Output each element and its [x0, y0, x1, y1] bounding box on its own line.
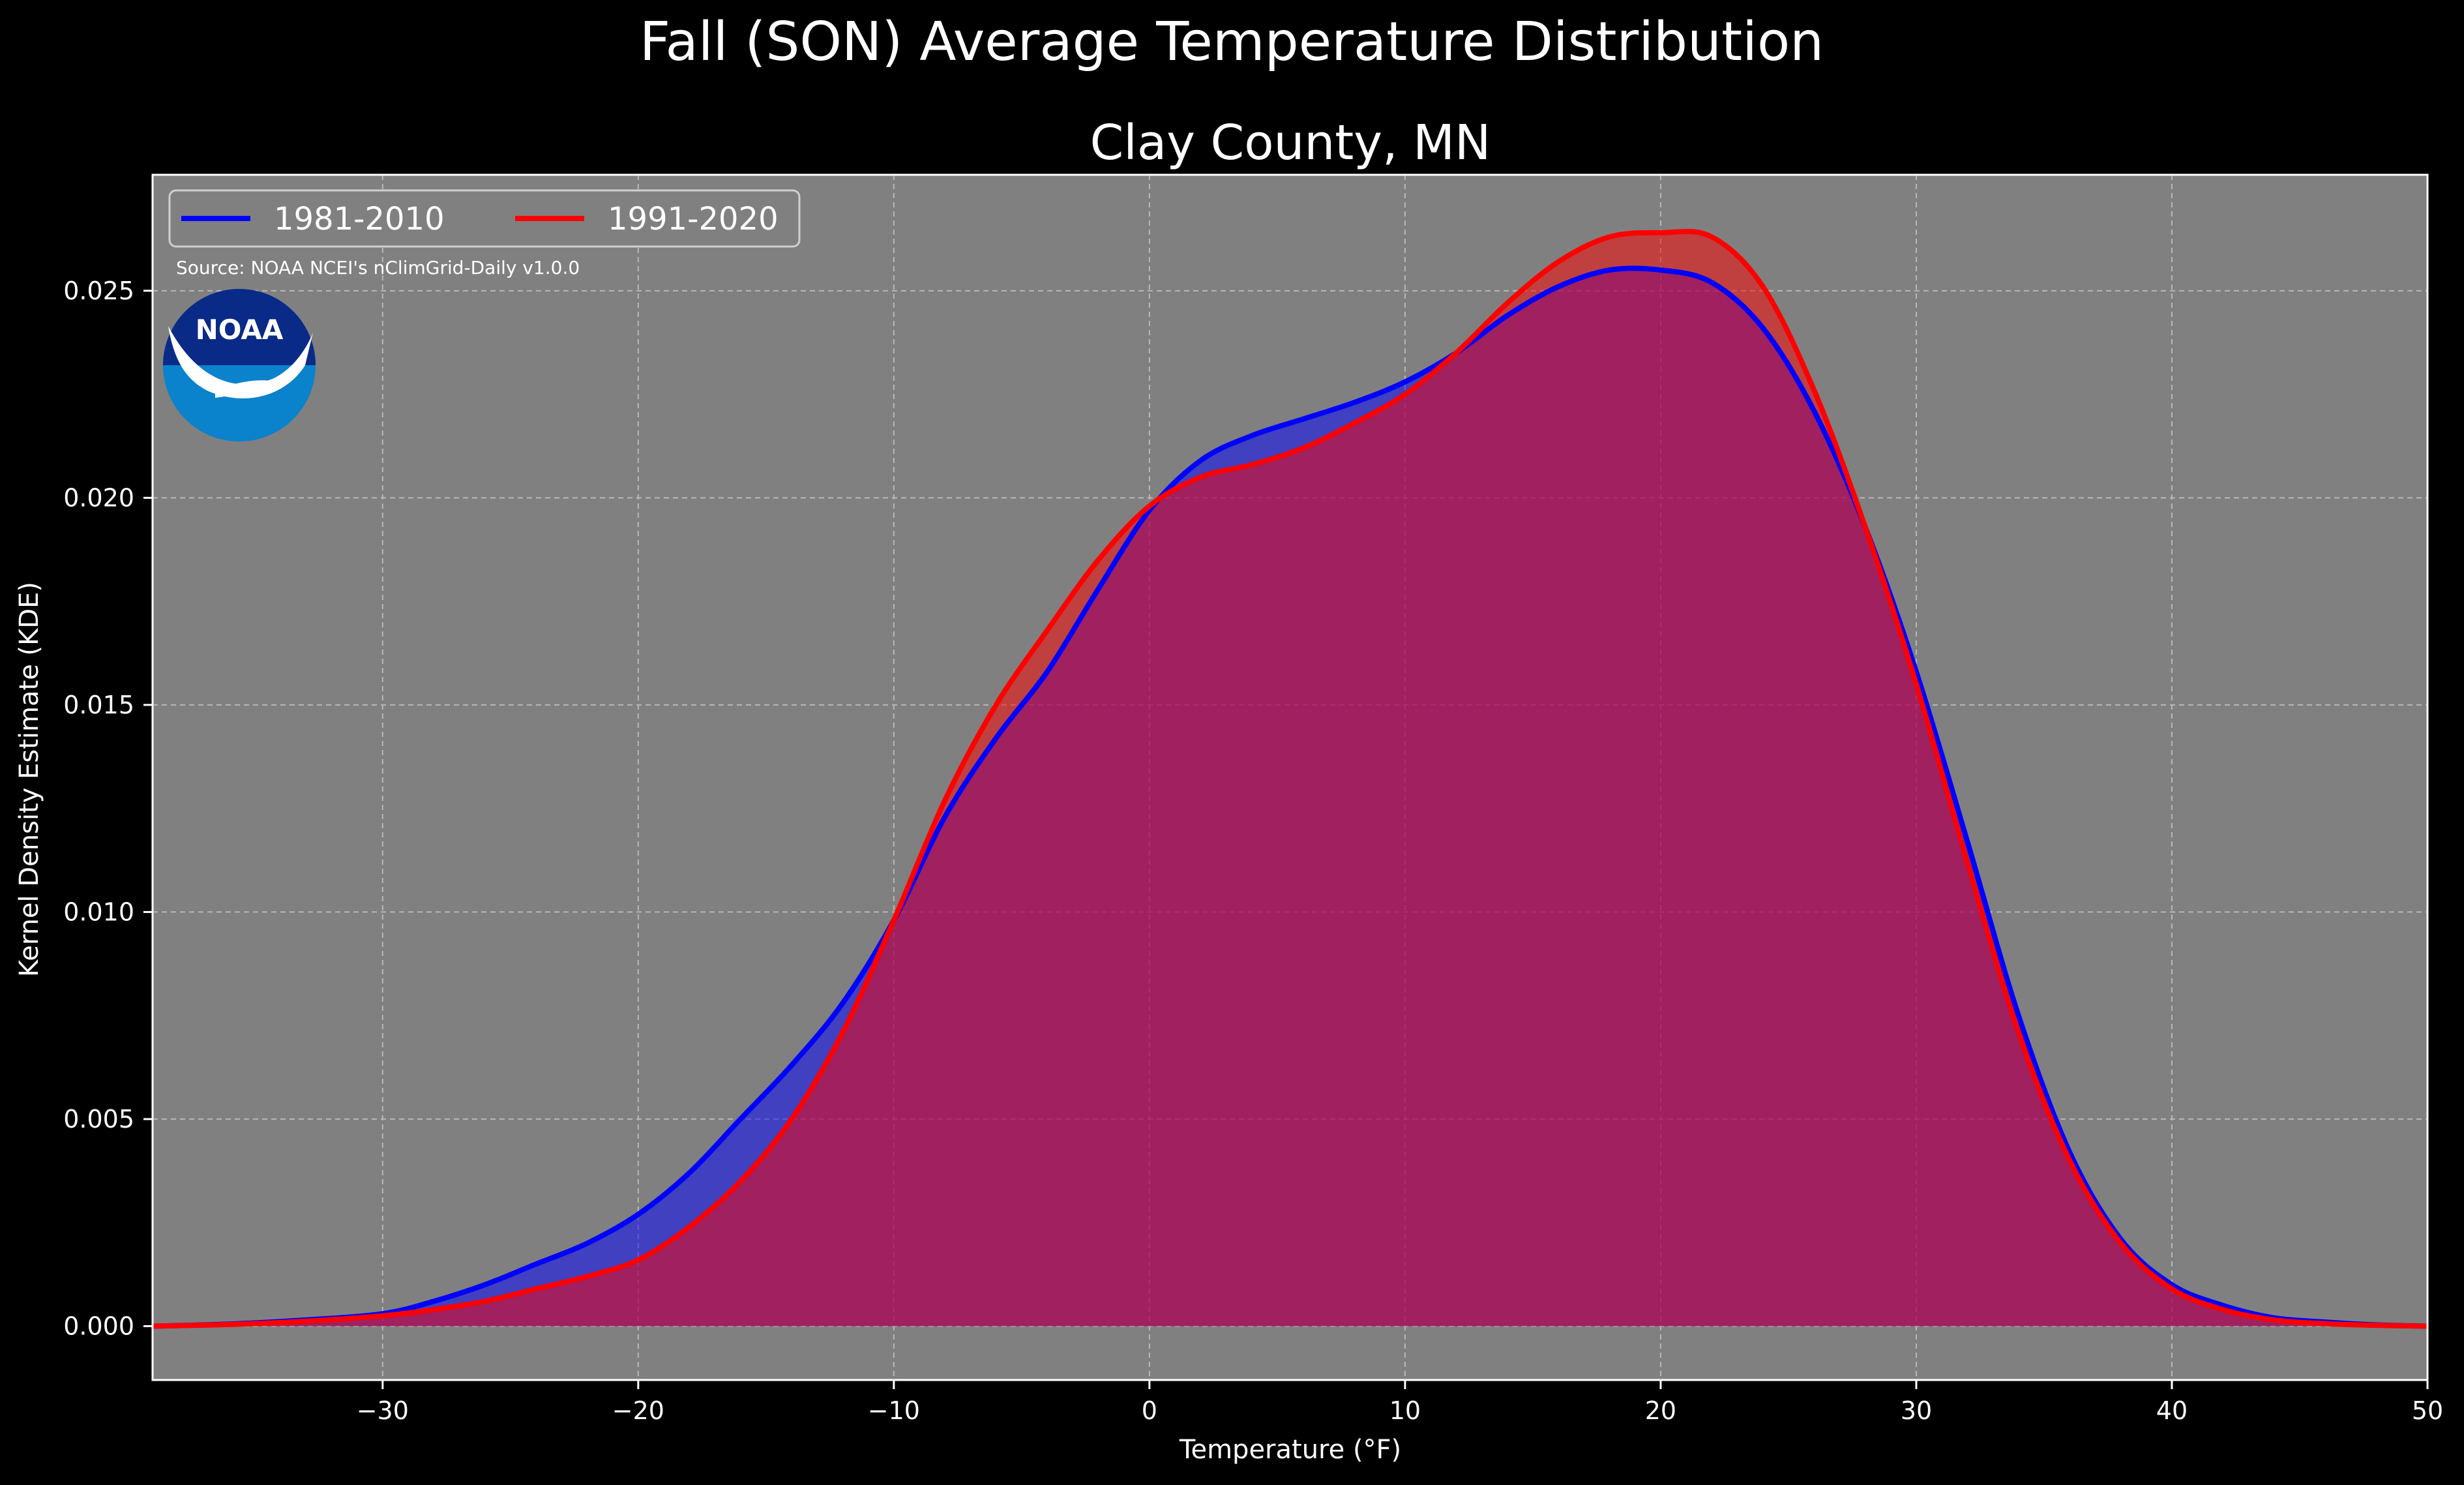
- chart-title: Fall (SON) Average Temperature Distribut…: [640, 11, 1824, 73]
- x-axis-label: Temperature (°F): [1179, 1435, 1401, 1465]
- noaa-logo-bird-body: [215, 380, 274, 398]
- series-layer: [152, 228, 2428, 1329]
- noaa-logo: NOAA: [163, 289, 316, 442]
- x-tick-label: 50: [2412, 1396, 2443, 1425]
- y-tick-label: 0.000: [63, 1312, 134, 1340]
- x-tick-label: 40: [2156, 1396, 2188, 1425]
- noaa-logo-top: [163, 289, 316, 365]
- source-note: Source: NOAA NCEI's nClimGrid-Daily v1.0…: [176, 257, 580, 278]
- chart-subtitle: Clay County, MN: [1090, 115, 1491, 171]
- series-fill-1991-2020: [153, 231, 2427, 1327]
- x-tick-label: −30: [357, 1396, 409, 1425]
- x-tick-label: −20: [612, 1396, 664, 1425]
- y-tick-label: 0.010: [63, 897, 134, 926]
- y-tick-label: 0.020: [63, 483, 134, 512]
- x-tick-label: −10: [868, 1396, 920, 1425]
- series-line-1991-2020: [152, 228, 2428, 1329]
- legend: 1981-2010 1991-2020: [168, 189, 801, 248]
- y-tick-label: 0.025: [63, 277, 134, 305]
- axis-ticks: −30 −20 −10 0 10 20 30 40 50 0.000 0.005 0.010 0.015…: [63, 277, 2443, 1425]
- x-tick-label: 0: [1142, 1396, 1157, 1425]
- x-tick-label: 10: [1389, 1396, 1421, 1425]
- legend-label-1991-2020: 1991-2020: [608, 201, 779, 237]
- y-tick-label: 0.015: [63, 691, 134, 719]
- noaa-logo-text: NOAA: [196, 314, 284, 346]
- x-tick-label: 30: [1901, 1396, 1932, 1425]
- y-tick-label: 0.005: [63, 1105, 134, 1133]
- plot-frame: [151, 173, 2429, 1381]
- x-tick-label: 20: [1645, 1396, 1676, 1425]
- noaa-logo-bird-wing: [168, 326, 313, 398]
- legend-label-1981-2010: 1981-2010: [274, 201, 445, 237]
- y-axis-label: Kernel Density Estimate (KDE): [14, 582, 44, 977]
- legend-box: [168, 189, 801, 248]
- series-line-1981-2010: [152, 265, 2428, 1329]
